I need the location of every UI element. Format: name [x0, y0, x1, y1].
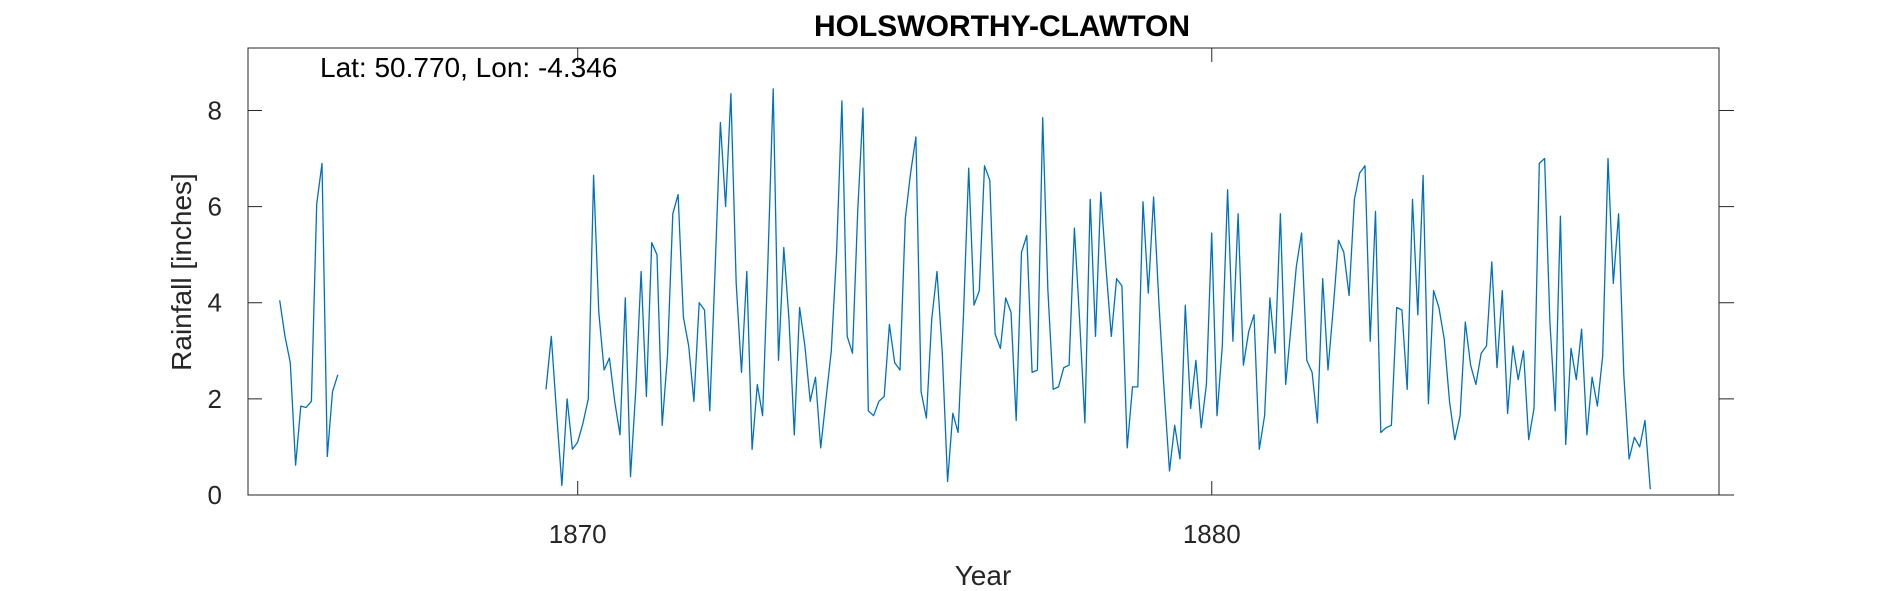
location-annotation: Lat: 50.770, Lon: -4.346	[320, 52, 617, 83]
plot-area: 1870 1880 0 2 4 6 8	[208, 47, 1734, 549]
chart-title: HOLSWORTHY-CLAWTON	[814, 10, 1190, 43]
x-axis-label: Year	[955, 560, 1012, 591]
x-axis-ticks: 1870 1880	[549, 48, 1241, 549]
y-tick-label: 6	[208, 192, 222, 222]
x-tick-label: 1870	[549, 519, 607, 549]
series-line-segment-1	[279, 162, 339, 466]
y-tick-label: 4	[208, 288, 222, 318]
y-tick-label: 8	[208, 95, 222, 125]
series-layer	[279, 88, 1651, 490]
y-tick-label: 0	[208, 480, 222, 510]
y-axis-label: Rainfall [inches]	[166, 173, 197, 371]
x-tick-label: 1880	[1183, 519, 1241, 549]
axes-frame	[247, 47, 1720, 496]
y-tick-label: 2	[208, 384, 222, 414]
series-line-segment-2	[545, 88, 1651, 490]
y-axis-ticks: 0 2 4 6 8	[208, 95, 1734, 510]
